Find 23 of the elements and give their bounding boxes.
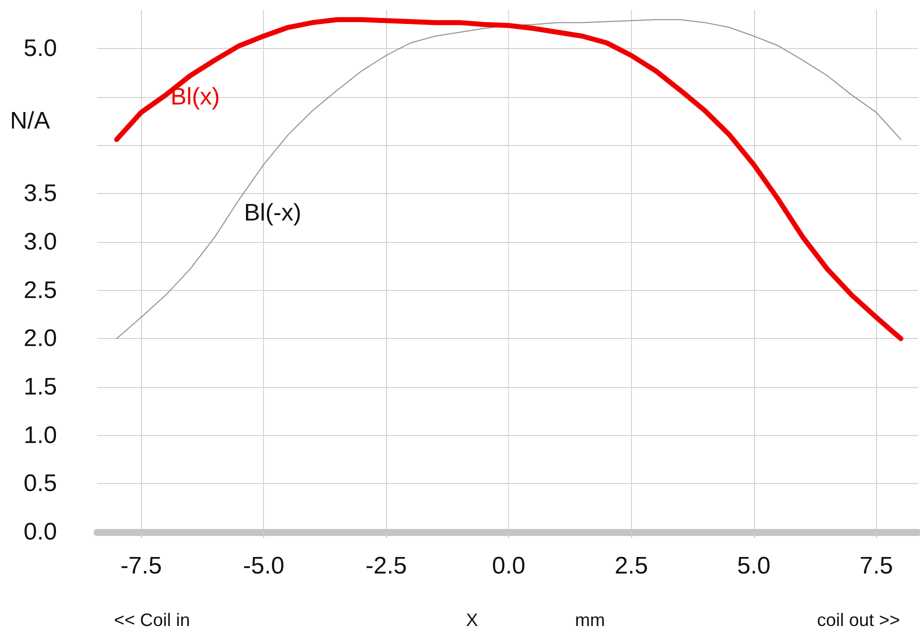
y-tick-label: 5.0 xyxy=(24,35,57,62)
series-label: Bl(-x) xyxy=(244,200,302,226)
series-label: Bl(x) xyxy=(170,84,220,110)
x-tick-label: -5.0 xyxy=(242,552,284,580)
x-tick-label: 0.0 xyxy=(492,552,526,580)
y-tick-label: 3.0 xyxy=(24,228,57,256)
text: mm xyxy=(575,610,605,630)
text: << Coil in xyxy=(114,610,190,630)
x-tick-label: 5.0 xyxy=(737,552,770,580)
y-tick-label: 2.5 xyxy=(24,276,57,304)
x-tick-label: 7.5 xyxy=(860,552,894,580)
y-tick-label: 0.0 xyxy=(24,518,57,546)
text: coil out >> xyxy=(816,610,900,630)
y-tick-label: 3.5 xyxy=(24,180,57,208)
y-tick-label: 1.0 xyxy=(24,422,57,449)
x-tick-label: -2.5 xyxy=(366,552,407,580)
y-tick-label: 1.5 xyxy=(24,374,57,400)
y-tick-label: 2.0 xyxy=(24,325,57,352)
y-tick-label: 0.5 xyxy=(24,470,57,498)
y-axis-title: N/A xyxy=(10,108,50,135)
x-axis-title: X xyxy=(466,610,478,630)
x-tick-label: -7.5 xyxy=(120,552,162,580)
x-tick-label: 2.5 xyxy=(614,552,648,580)
